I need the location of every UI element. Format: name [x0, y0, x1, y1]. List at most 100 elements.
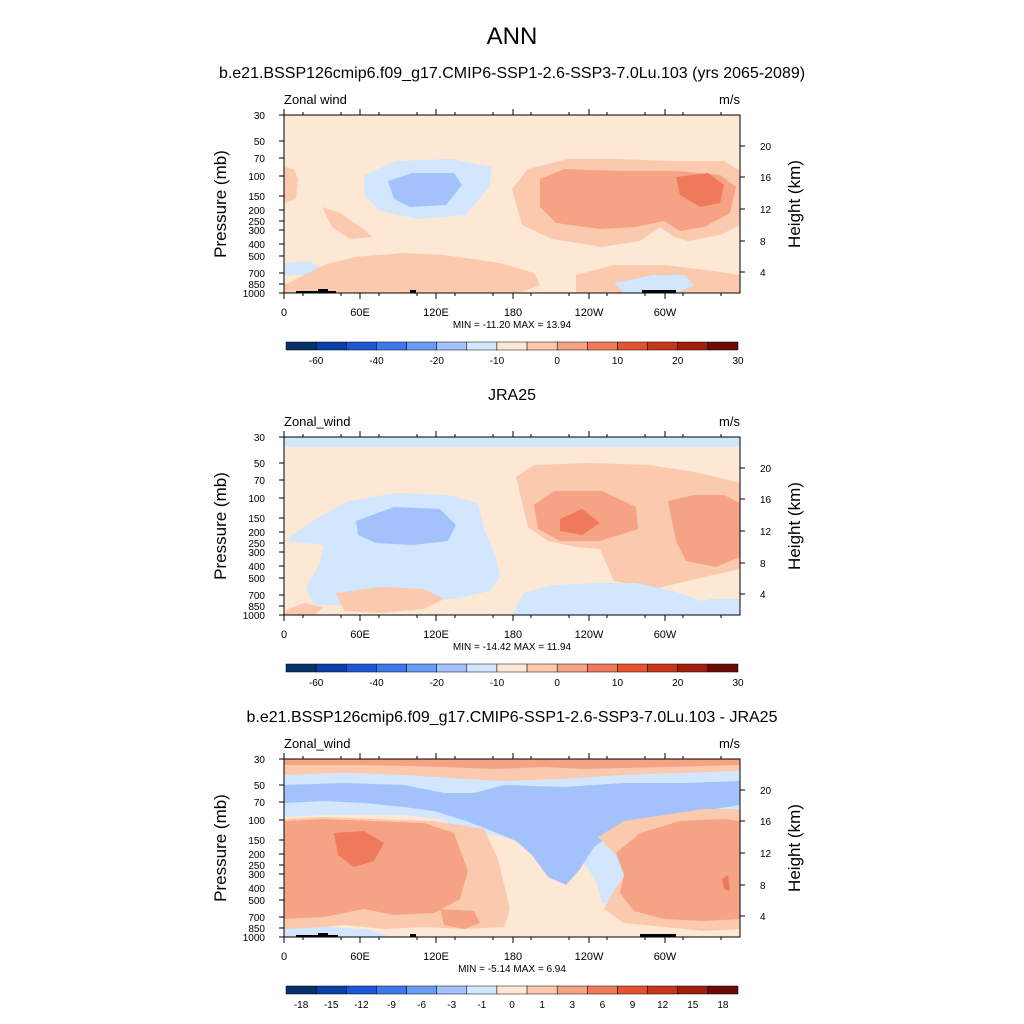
units-label: m/s: [719, 736, 740, 751]
panel-1: b.e21.BSSP126cmip6.f09_g17.CMIP6-SSP1-2.…: [211, 65, 805, 367]
contour-band: [284, 759, 740, 769]
colorbar-box: [285, 985, 317, 995]
y-tick-label: 200: [248, 528, 265, 539]
contour-band: [388, 173, 462, 207]
y-tick-label: 200: [248, 850, 265, 861]
y-tick-label: 70: [254, 476, 266, 487]
colorbar-label: -60: [309, 678, 324, 689]
y-tick-label: 400: [248, 240, 265, 251]
x-tick-label: 60E: [350, 629, 370, 641]
y-tick-label: 300: [248, 548, 265, 559]
y-tick-label: 300: [248, 870, 265, 881]
colorbar-label: 30: [732, 678, 744, 689]
y-tick-label: 500: [248, 574, 265, 585]
variable-label: Zonal wind: [284, 92, 347, 107]
y-tick-label: 150: [248, 836, 265, 847]
colorbar-box: [587, 341, 618, 351]
colorbar-box: [346, 341, 377, 351]
y-tick-label: 50: [254, 137, 266, 148]
y-tick-label: 100: [248, 494, 265, 505]
contour-band: [560, 509, 600, 535]
colorbar-label: 18: [717, 1000, 729, 1011]
y2-tick-label: 4: [760, 590, 766, 601]
colorbar-label: 10: [612, 678, 624, 689]
colorbar-box: [466, 341, 498, 351]
colorbar-label: -9: [387, 1000, 396, 1011]
colorbar-box: [346, 985, 377, 995]
y-tick-label: 100: [248, 172, 265, 183]
plot-frame: [283, 114, 741, 294]
colorbar-box: [587, 663, 618, 673]
y-tick-label: 400: [248, 884, 265, 895]
x-tick-label: 180: [504, 951, 522, 963]
y-axis-title: Pressure (mb): [211, 472, 230, 580]
minmax-label: MIN = -14.42 MAX = 11.94: [453, 642, 572, 653]
colorbar-box: [617, 341, 648, 351]
colorbar-box: [496, 985, 528, 995]
y-tick-label: 500: [248, 896, 265, 907]
contour-band: [284, 819, 468, 919]
colorbar-label: 20: [672, 356, 684, 367]
y2-tick-label: 8: [760, 237, 766, 248]
colorbar-box: [496, 341, 528, 351]
colorbar-box: [526, 663, 558, 673]
x-tick-label: 120W: [575, 629, 604, 641]
variable-label: Zonal_wind: [284, 414, 351, 429]
y2-tick-label: 16: [760, 173, 772, 184]
colorbar-box: [556, 985, 588, 995]
y2-tick-label: 4: [760, 912, 766, 923]
contour-band: [668, 495, 740, 567]
y2-tick-label: 12: [760, 205, 772, 216]
colorbar-box: [406, 985, 437, 995]
x-tick-label: 180: [504, 629, 522, 641]
colorbar-box: [466, 985, 498, 995]
colorbar-box: [677, 985, 709, 995]
colorbar-box: [315, 341, 347, 351]
panel-title: JRA25: [488, 387, 536, 404]
colorbar-label: 0: [554, 356, 560, 367]
x-tick-label: 0: [281, 629, 287, 641]
contour-band: [336, 587, 444, 613]
contour-field: [284, 115, 740, 293]
colorbar-box: [376, 341, 407, 351]
colorbar-box: [406, 663, 437, 673]
colorbar-box: [466, 663, 498, 673]
y-tick-label: 250: [248, 861, 265, 872]
colorbar-label: -60: [309, 356, 324, 367]
colorbar-box: [526, 341, 558, 351]
topography-block: [296, 935, 338, 937]
y-axis-title: Pressure (mb): [211, 150, 230, 258]
y-tick-label: 50: [254, 459, 266, 470]
colorbar-box: [346, 663, 377, 673]
contour-field: [284, 437, 740, 615]
y-tick-label: 70: [254, 154, 266, 165]
y2-axis-title: Height (km): [785, 482, 804, 570]
colorbar-label: 1: [539, 1000, 545, 1011]
colorbar-label: -6: [417, 1000, 426, 1011]
contour-band: [284, 167, 298, 203]
colorbar-label: -12: [354, 1000, 369, 1011]
colorbar-box: [617, 663, 648, 673]
variable-label: Zonal_wind: [284, 736, 351, 751]
colorbar-box: [647, 985, 678, 995]
y2-tick-label: 12: [760, 849, 772, 860]
colorbar-label: -40: [369, 356, 384, 367]
colorbar-label: -1: [477, 1000, 486, 1011]
colorbar-box: [376, 663, 407, 673]
topography-block: [410, 290, 416, 293]
colorbar-box: [556, 663, 588, 673]
contour-band: [334, 831, 384, 867]
y-tick-label: 50: [254, 781, 266, 792]
y-tick-label: 150: [248, 192, 265, 203]
colorbar-box: [677, 341, 709, 351]
panel-3: b.e21.BSSP126cmip6.f09_g17.CMIP6-SSP1-2.…: [211, 709, 804, 1011]
colorbar-label: 15: [687, 1000, 699, 1011]
y-axis-title: Pressure (mb): [211, 794, 230, 902]
y-tick-label: 850: [248, 602, 265, 613]
plot-frame: [283, 436, 741, 616]
colorbar-box: [526, 985, 558, 995]
contour-band: [284, 253, 540, 293]
x-tick-label: 60E: [350, 307, 370, 319]
